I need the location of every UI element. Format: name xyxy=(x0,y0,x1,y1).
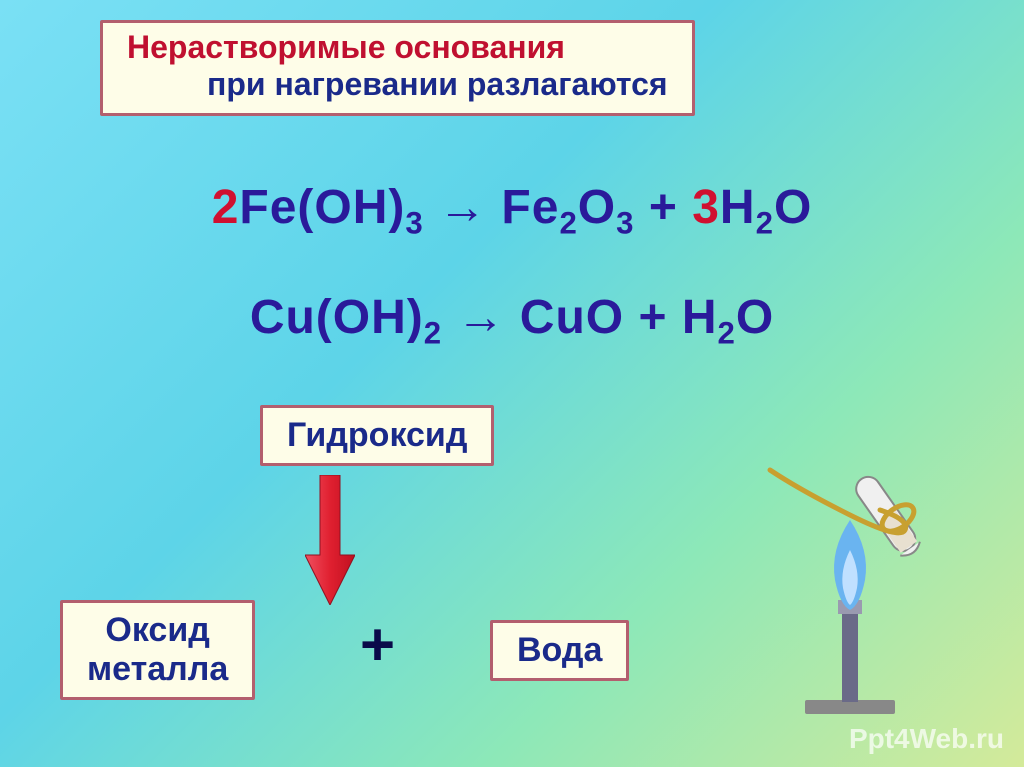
oxide-label-box: Оксид металла xyxy=(60,600,255,700)
eq1-plus: + xyxy=(635,181,693,234)
oxide-label-line1: Оксид xyxy=(87,611,228,650)
plus-sign: + xyxy=(360,610,395,679)
eq2-sub2b: 2 xyxy=(717,316,735,351)
eq1-p1: Fe(OH) xyxy=(239,181,405,234)
down-arrow xyxy=(305,475,355,605)
title-line-1: Нерастворимые основания xyxy=(127,29,668,66)
eq1-o: O xyxy=(774,181,812,234)
title-line-2: при нагревании разлагаются xyxy=(127,66,668,103)
hydroxide-label: Гидроксид xyxy=(287,416,467,454)
eq1-p3: O xyxy=(578,181,616,234)
eq1-sub3: 3 xyxy=(405,206,423,241)
eq1-p2: → Fe xyxy=(424,181,560,234)
equation-2: Cu(OH)2 → CuO + H2O xyxy=(0,290,1024,352)
eq1-coeff-3: 3 xyxy=(692,181,720,234)
equation-1: 2Fe(OH)3 → Fe2O3 + 3H2O xyxy=(0,180,1024,242)
eq1-coeff-2: 2 xyxy=(212,181,240,234)
title-box: Нерастворимые основания при нагревании р… xyxy=(100,20,695,116)
eq2-sub2a: 2 xyxy=(424,316,442,351)
oxide-label-line2: металла xyxy=(87,650,228,689)
watermark: Ppt4Web.ru xyxy=(849,723,1004,755)
eq2-p1: Cu(OH) xyxy=(250,291,424,344)
hydroxide-label-box: Гидроксид xyxy=(260,405,494,466)
eq1-sub2b: 2 xyxy=(756,206,774,241)
water-label: Вода xyxy=(517,631,602,669)
bunsen-burner-apparatus xyxy=(760,460,960,720)
eq1-sub2a: 2 xyxy=(559,206,577,241)
eq2-o: O xyxy=(736,291,774,344)
eq1-sub3b: 3 xyxy=(616,206,634,241)
eq1-h: H xyxy=(720,181,756,234)
eq2-p2: → CuO + H xyxy=(442,291,717,344)
water-label-box: Вода xyxy=(490,620,629,681)
